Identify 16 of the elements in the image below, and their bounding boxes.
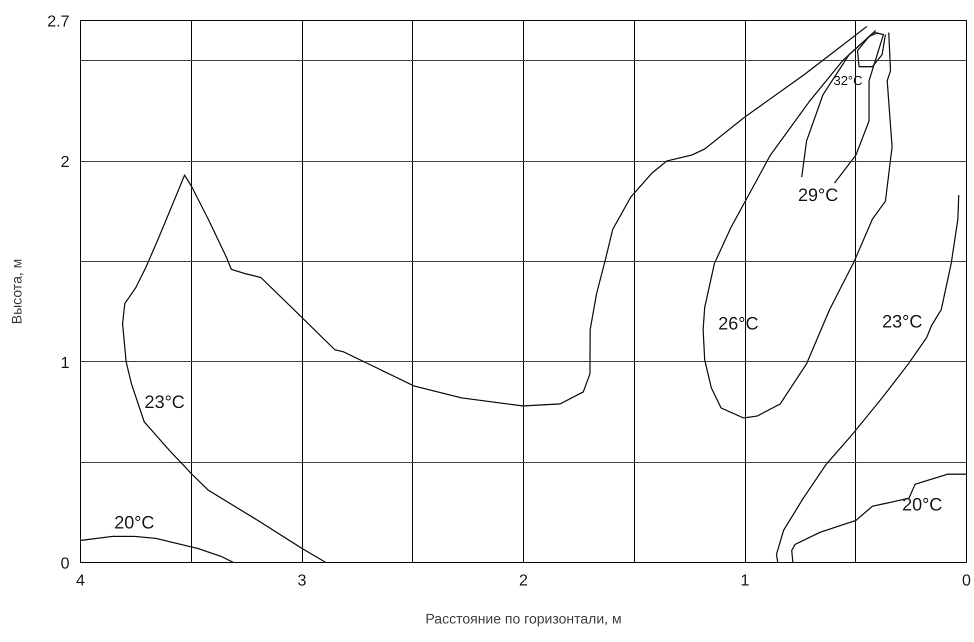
y-tick-label: 2.7 xyxy=(47,14,70,30)
annotation: 23°C xyxy=(144,392,185,412)
annotation: 20°C xyxy=(902,494,942,514)
x-tick-label: 0 xyxy=(962,572,972,590)
y-tick-label: 1 xyxy=(60,354,70,372)
y-tick-label: 0 xyxy=(60,556,70,572)
x-axis-title: Расстояние по горизонтали, м xyxy=(425,610,622,626)
annotation: 23°C xyxy=(882,312,922,332)
annotation: 29°C xyxy=(798,185,838,206)
x-tick-label: 4 xyxy=(76,572,86,590)
x-tick-label: 3 xyxy=(298,572,307,590)
y-tick-label: 2 xyxy=(60,154,70,172)
y-axis-title: Высота, м xyxy=(8,258,24,324)
x-tick-label: 2 xyxy=(519,572,528,590)
annotation: 20°C xyxy=(114,512,154,532)
x-tick-label: 1 xyxy=(740,572,750,590)
